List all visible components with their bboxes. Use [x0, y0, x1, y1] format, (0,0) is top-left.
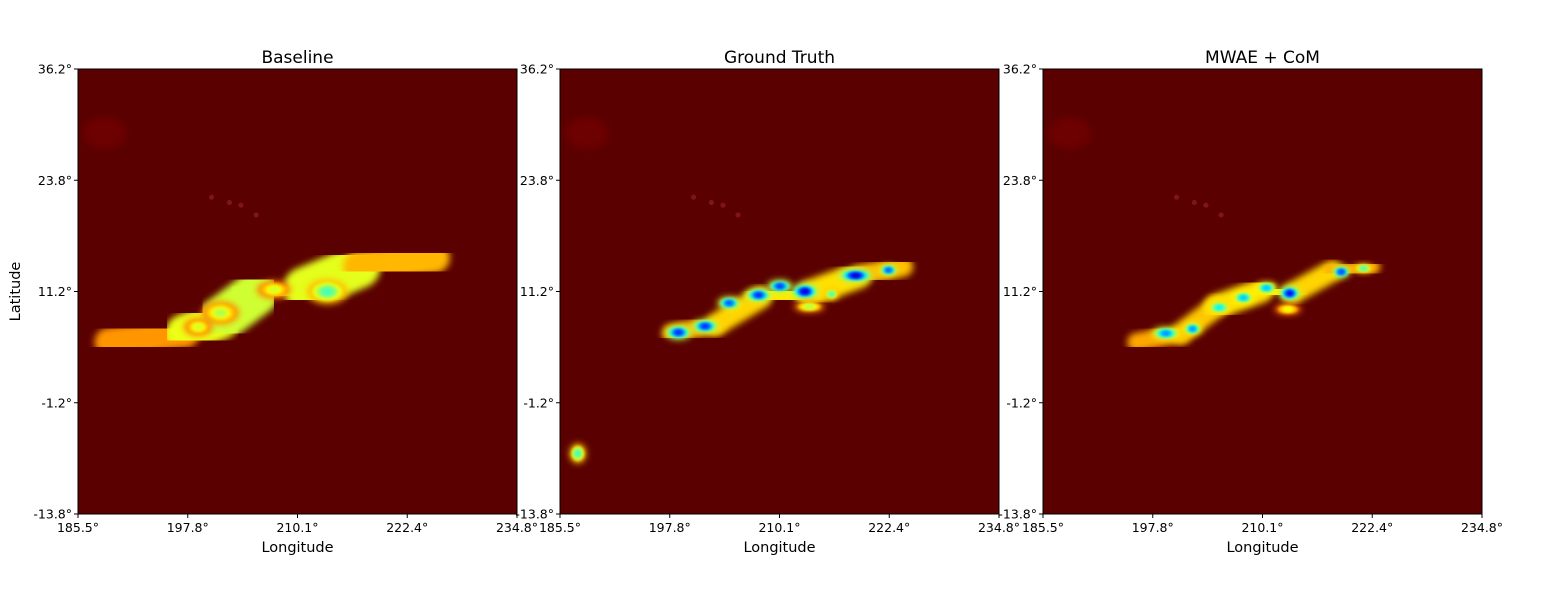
y-tick-label: -13.8°: [515, 507, 554, 522]
intensity-blob: [1215, 305, 1223, 310]
panel-baseline: Baseline 185.5° 197.8° 210.1° 222.4° 234.8° 36…: [8, 48, 538, 556]
y-tick-label: 11.2°: [520, 284, 554, 299]
intensity-blob: [701, 324, 709, 329]
intensity-blob: [1189, 327, 1196, 331]
x-tick-label: 234.8°: [496, 520, 538, 535]
intensity-band-segment: [342, 242, 450, 283]
intensity-blob: [1286, 291, 1293, 296]
y-tick-label: 36.2°: [520, 62, 554, 77]
intensity-blob: [575, 450, 581, 457]
island-mark: [720, 202, 726, 208]
intensity-blob: [805, 304, 814, 309]
x-tick-label: 222.4°: [1351, 520, 1393, 535]
y-tick-label: -1.2°: [41, 395, 72, 410]
y-tick-label: 23.8°: [38, 173, 72, 188]
x-tick-label: 185.5°: [57, 520, 99, 535]
x-tick-label: 197.8°: [649, 520, 691, 535]
island-mark: [690, 194, 697, 200]
island-mark: [1173, 194, 1180, 200]
faint-region: [82, 117, 127, 150]
x-tick-label: 210.1°: [1241, 520, 1283, 535]
intensity-blob: [725, 301, 733, 306]
x-tick-label: 222.4°: [868, 520, 910, 535]
x-tick-label: 197.8°: [1132, 520, 1174, 535]
y-tick-label: -13.8°: [998, 507, 1037, 522]
panel-mwae-com: MWAE + CoM 185.5° 197.8° 210.1° 222.4° 234.8°…: [998, 48, 1503, 556]
island-mark: [226, 199, 232, 206]
heatmap-field: [1047, 117, 1381, 352]
panel-title: Ground Truth: [724, 48, 835, 68]
intensity-blob: [674, 330, 683, 335]
x-axis-label: Longitude: [743, 540, 815, 556]
x-tick-label: 234.8°: [1461, 520, 1503, 535]
y-tick-label: 23.8°: [1003, 173, 1037, 188]
y-tick-label: 23.8°: [520, 173, 554, 188]
y-tick-label: 36.2°: [38, 62, 72, 77]
x-tick-label: 197.8°: [167, 520, 209, 535]
intensity-blob: [269, 287, 279, 293]
y-axis-label: Latitude: [8, 262, 24, 322]
y-tick-label: -1.2°: [1006, 395, 1037, 410]
faint-region: [1047, 117, 1092, 150]
panel-ground-truth: Ground Truth 185.5° 197.8° 210.1° 222.4° 234.…: [515, 48, 1020, 556]
x-tick-label: 234.8°: [978, 520, 1020, 535]
island-mark: [253, 212, 259, 218]
intensity-blob: [1240, 295, 1247, 300]
heatmap-field: [82, 117, 450, 357]
x-tick-label: 185.5°: [539, 520, 581, 535]
island-mark: [208, 194, 215, 200]
island-mark: [708, 199, 714, 206]
panel-title: MWAE + CoM: [1205, 48, 1320, 68]
y-tick-label: 11.2°: [38, 284, 72, 299]
intensity-blob: [754, 292, 763, 298]
intensity-blob: [322, 288, 333, 295]
intensity-blob: [194, 324, 203, 330]
x-tick-label: 210.1°: [758, 520, 800, 535]
panel-title: Baseline: [261, 48, 333, 68]
intensity-blob: [1263, 286, 1270, 290]
y-tick-label: 36.2°: [1003, 62, 1037, 77]
x-tick-label: 222.4°: [386, 520, 428, 535]
intensity-blob: [1360, 266, 1367, 270]
x-axis-label: Longitude: [1226, 540, 1298, 556]
x-tick-label: 210.1°: [276, 520, 318, 535]
y-tick-label: 11.2°: [1003, 284, 1037, 299]
intensity-blob: [885, 268, 892, 272]
island-mark: [1191, 199, 1197, 206]
intensity-blob: [1338, 270, 1345, 274]
island-mark: [1203, 202, 1209, 208]
intensity-blob: [776, 284, 784, 289]
intensity-blob: [1161, 331, 1170, 336]
x-tick-label: 185.5°: [1022, 520, 1064, 535]
island-mark: [1218, 212, 1224, 218]
intensity-blob: [1284, 307, 1292, 312]
intensity-blob: [851, 273, 861, 278]
heatmap-field: [564, 117, 914, 464]
y-tick-label: -1.2°: [523, 395, 554, 410]
intensity-blob: [801, 289, 809, 294]
faint-region: [564, 117, 609, 150]
intensity-blob: [829, 292, 834, 296]
x-axis-label: Longitude: [261, 540, 333, 556]
y-tick-label: -13.8°: [33, 507, 72, 522]
intensity-blob: [215, 309, 226, 317]
island-mark: [238, 202, 244, 208]
island-mark: [735, 212, 741, 218]
